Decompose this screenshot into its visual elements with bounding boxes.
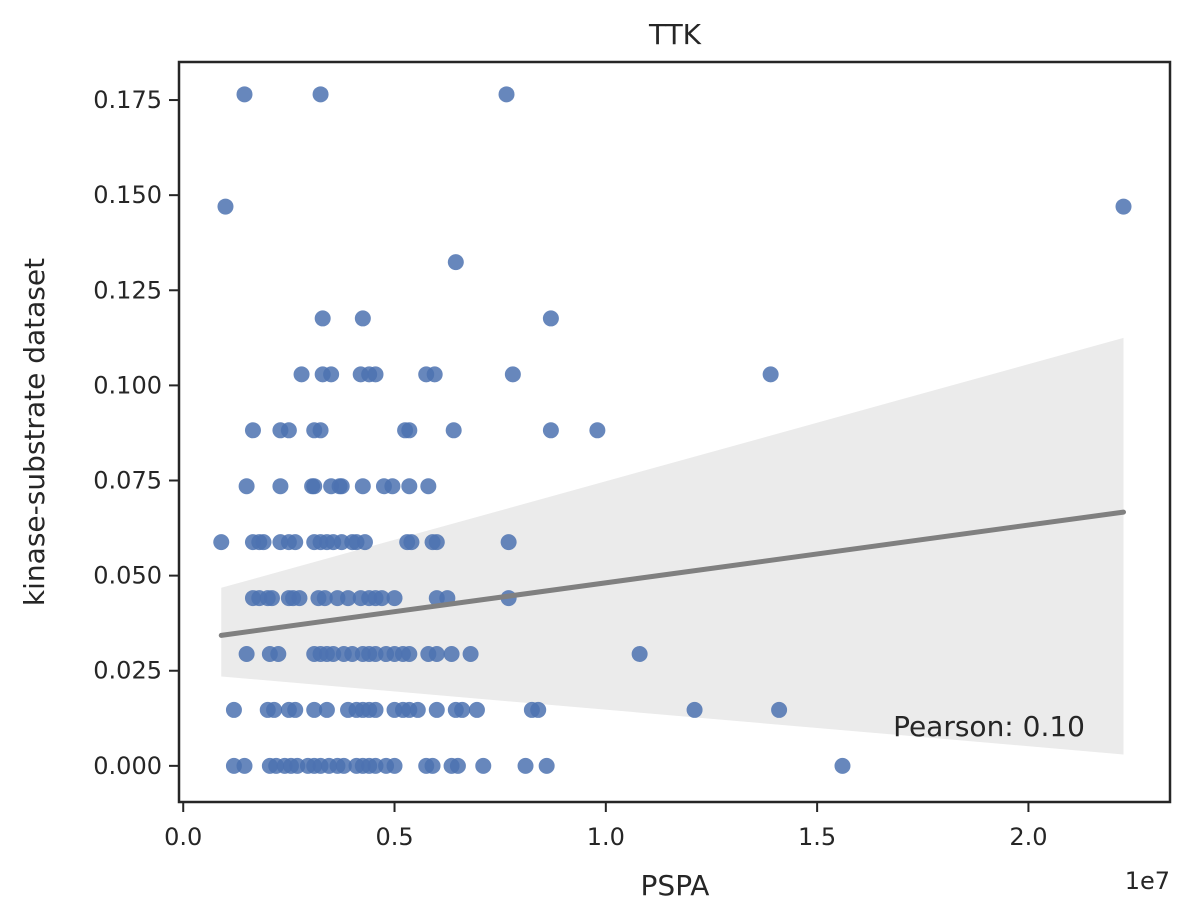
chart-title: TTK <box>648 18 702 51</box>
regression-line <box>218 509 1127 638</box>
data-point <box>530 701 547 718</box>
axes-frame <box>177 60 1172 804</box>
data-point <box>318 701 335 718</box>
y-tick-label: 0.000 <box>93 752 162 780</box>
x-axis-label: PSPA <box>641 869 710 902</box>
data-point <box>335 757 352 774</box>
data-point <box>384 478 401 495</box>
x-axis-ticks: 0.0 0.5 1.0 1.5 2.0 <box>164 802 1048 851</box>
data-point <box>306 701 323 718</box>
data-point <box>686 701 703 718</box>
data-point <box>255 534 272 551</box>
data-point <box>504 366 521 383</box>
data-point <box>762 366 779 383</box>
data-point <box>356 534 373 551</box>
x-tick-label: 1.0 <box>587 823 625 851</box>
data-point <box>517 757 534 774</box>
data-point <box>443 646 460 662</box>
data-point <box>312 422 329 439</box>
plot-area <box>213 86 1132 774</box>
y-tick-label: 0.075 <box>93 467 162 495</box>
x-offset-label: 1e7 <box>1125 867 1170 895</box>
data-point <box>475 757 492 774</box>
data-point <box>538 757 555 774</box>
data-point <box>270 646 287 662</box>
x-tick-label: 2.0 <box>1009 823 1047 851</box>
data-point <box>287 701 304 718</box>
data-point <box>454 701 471 718</box>
data-point <box>462 646 479 662</box>
data-point <box>354 310 371 327</box>
data-point <box>272 478 289 495</box>
data-point <box>238 646 255 662</box>
data-point <box>445 422 462 439</box>
data-point <box>333 478 350 495</box>
data-point <box>236 86 253 103</box>
x-tick-label: 0.5 <box>375 823 413 851</box>
data-point <box>217 198 234 215</box>
data-point <box>426 366 443 383</box>
data-point <box>225 701 242 718</box>
x-tick-label: 1.5 <box>798 823 836 851</box>
data-point <box>238 478 255 495</box>
data-point <box>386 590 403 607</box>
y-tick-label: 0.175 <box>93 86 162 114</box>
data-point <box>1115 198 1132 215</box>
data-point <box>244 422 261 439</box>
data-point <box>403 534 420 551</box>
data-point <box>409 701 426 718</box>
y-axis-ticks: 0.000 0.025 0.050 0.075 0.100 0.125 0.150 0.175 <box>93 86 179 780</box>
data-point <box>306 478 323 495</box>
y-tick-label: 0.125 <box>93 276 162 304</box>
y-tick-label: 0.100 <box>93 371 162 399</box>
data-point <box>367 366 384 383</box>
data-point <box>314 310 331 327</box>
y-tick-label: 0.025 <box>93 657 162 685</box>
data-point <box>401 478 418 495</box>
data-point <box>631 646 648 662</box>
data-point <box>428 646 445 662</box>
data-point <box>213 534 230 551</box>
data-point <box>312 86 329 103</box>
data-point <box>340 590 357 607</box>
y-tick-label: 0.150 <box>93 181 162 209</box>
data-point <box>293 366 310 383</box>
data-point <box>401 422 418 439</box>
data-point <box>542 422 559 439</box>
data-point <box>589 422 606 439</box>
data-point <box>401 646 418 662</box>
data-point <box>500 534 517 551</box>
data-point <box>834 757 851 774</box>
x-tick-label: 0.0 <box>164 823 202 851</box>
data-point <box>498 86 515 103</box>
data-point <box>236 757 253 774</box>
data-point <box>266 701 283 718</box>
data-point <box>323 366 340 383</box>
data-point <box>424 757 441 774</box>
data-points <box>213 86 1132 774</box>
data-point <box>771 701 788 718</box>
data-point <box>367 701 384 718</box>
data-point <box>542 310 559 327</box>
data-point <box>428 701 445 718</box>
data-point <box>280 422 297 439</box>
data-point <box>386 757 403 774</box>
data-point <box>373 590 390 607</box>
data-point <box>291 590 308 607</box>
annotation-pearson: Pearson: 0.10 <box>893 710 1085 743</box>
data-point <box>449 757 466 774</box>
data-point <box>287 534 304 551</box>
data-point <box>468 701 485 718</box>
data-point <box>263 590 280 607</box>
y-axis-label: kinase-substrate dataset <box>18 258 51 606</box>
data-point <box>428 534 445 551</box>
data-point <box>354 478 371 495</box>
y-tick-label: 0.050 <box>93 562 162 590</box>
data-point <box>447 254 464 271</box>
data-point <box>420 478 437 495</box>
data-point <box>316 590 333 607</box>
